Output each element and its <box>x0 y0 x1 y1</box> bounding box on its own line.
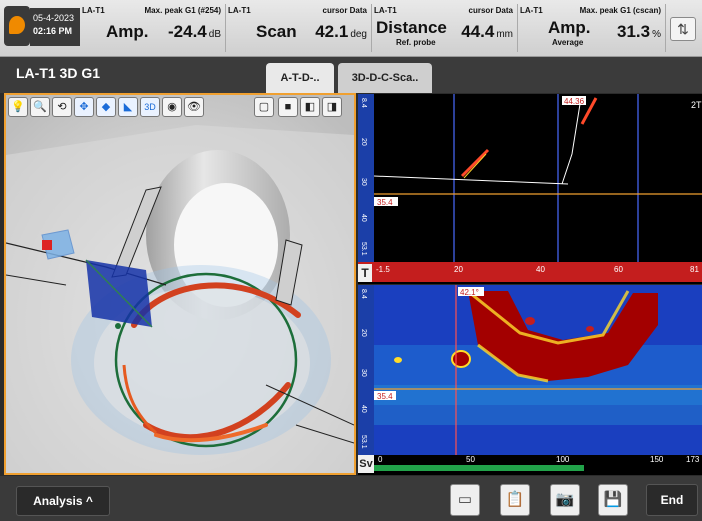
bscan-mode-letter[interactable]: T <box>358 264 372 282</box>
reading-label: Distance <box>376 18 447 37</box>
cscan-tick: 150 <box>650 455 664 464</box>
bscan-tick: -1.5 <box>376 265 390 274</box>
reading-value-wrap: 42.1 deg <box>315 22 367 42</box>
save-icon: 💾 <box>603 491 623 508</box>
measurement-bar: 05-4-2023 02:16 PM LA-T1 Max. peak G1 (#… <box>0 0 702 57</box>
bscan-ytick: 30 <box>360 178 367 186</box>
tab-atd[interactable]: A-T-D-.. <box>266 63 334 93</box>
reading-scan[interactable]: LA-T1 cursor Data Scan 42.1 deg <box>226 4 372 52</box>
cscan-tick: 100 <box>556 455 570 464</box>
reading-unit: mm <box>496 29 513 40</box>
bscan-ytick: 53.1 <box>360 242 367 256</box>
tab-3d-cscan[interactable]: 3D-D-C-Sca.. <box>338 63 432 93</box>
cscan-ytick: 20 <box>360 329 367 337</box>
date-text: 05-4-2023 <box>33 13 75 23</box>
reading-value-wrap: 31.3% <box>617 22 661 42</box>
3d-view-panel[interactable]: 💡 🔍 ⟲ ✥ ◆ ◣ 3D ◉ 👁 ▢ ■ ◧ ◨ <box>4 93 356 475</box>
datetime-display: 05-4-2023 02:16 PM <box>30 8 80 46</box>
rotate-icon[interactable]: ⟲ <box>52 97 72 117</box>
screenshot-button[interactable]: 📷 <box>550 484 580 516</box>
reading-unit: % <box>652 29 661 40</box>
reading-value: 31.3 <box>617 22 651 41</box>
light-icon[interactable]: 💡 <box>8 97 28 117</box>
eye-icon[interactable]: 👁 <box>184 97 204 117</box>
bscan-ref-label: 35.4 <box>377 198 393 207</box>
bscan-tick: 40 <box>536 265 545 274</box>
save-button[interactable]: 💾 <box>598 484 628 516</box>
swap-arrows-icon: ⇅ <box>677 21 689 37</box>
reading-label: Amp. <box>548 18 591 37</box>
clipboard-icon: 📋 <box>505 491 525 508</box>
cscan-view[interactable] <box>358 285 702 475</box>
wireframe-cube-icon[interactable]: ▢ <box>254 97 274 117</box>
solid-cube-icon[interactable]: ■ <box>278 97 298 117</box>
layout-icon: ▭ <box>457 491 473 508</box>
cscan-tick: 50 <box>466 455 475 464</box>
reading-amp-peak[interactable]: LA-T1 Max. peak G1 (#254) Amp. -24.4 dB <box>80 4 226 52</box>
reading-value: -24.4 <box>168 22 207 41</box>
bscan-panel[interactable]: 35.4 44.36 2T T -1.5 20 40 60 81 8.4 20 … <box>358 94 702 284</box>
cscan-ytick: 40 <box>360 405 367 413</box>
cscan-tick: 0 <box>378 455 383 464</box>
reading-source: LA-T1 <box>82 6 105 15</box>
reading-label: Scan <box>256 22 297 41</box>
reading-header: cursor Data <box>468 6 513 15</box>
bscan-ytick: 40 <box>360 214 367 222</box>
reading-label: Amp. <box>106 22 149 41</box>
bscan-tick: 20 <box>454 265 463 274</box>
reading-source: LA-T1 <box>228 6 251 15</box>
layout-button[interactable]: ▭ <box>450 484 480 516</box>
reading-value-wrap: -24.4 dB <box>168 22 221 42</box>
cscan-ytick: 53.1 <box>360 435 367 449</box>
reading-sub: Ref. probe <box>396 38 436 47</box>
bscan-ytick: 20 <box>360 138 367 146</box>
time-text: 02:16 PM <box>33 26 73 36</box>
title-bar: LA-T1 3D G1 A-T-D-.. 3D-D-C-Sca.. <box>0 57 702 93</box>
camera-icon: 📷 <box>555 491 575 508</box>
cscan-ytick: 30 <box>360 369 367 377</box>
cscan-mode-letter[interactable]: Sv <box>358 455 374 473</box>
3d-scene[interactable] <box>6 95 354 473</box>
reading-unit: deg <box>350 29 367 40</box>
cscan-ytick: 8.4 <box>360 289 367 299</box>
cscan-cursor-label: 42.1° <box>460 288 479 297</box>
bscan-view[interactable] <box>358 94 702 284</box>
reading-value: 42.1 <box>315 22 349 41</box>
beam-icon[interactable]: ◣ <box>118 97 138 117</box>
bottom-bar: Analysis ^ ▭ 📋 📷 💾 End <box>0 476 702 521</box>
swap-readings-button[interactable]: ⇅ <box>670 17 696 41</box>
reading-header: cursor Data <box>322 6 367 15</box>
bscan-ytick: 8.4 <box>360 98 367 108</box>
bscan-tick: 81 <box>690 265 699 274</box>
bscan-cursor-label: 44.36 <box>564 97 585 106</box>
page-title: LA-T1 3D G1 <box>16 65 101 81</box>
reading-value: 44.4 <box>461 22 495 41</box>
reading-source: LA-T1 <box>520 6 543 15</box>
cscan-ref-label: 35.4 <box>377 392 393 401</box>
cube-side-icon[interactable]: ◧ <box>300 97 320 117</box>
app-logo[interactable] <box>4 6 30 46</box>
end-button[interactable]: End <box>646 484 698 516</box>
reading-unit: dB <box>208 29 221 40</box>
bscan-corner-label: 2T <box>691 100 702 110</box>
reading-header: Max. peak G1 (cscan) <box>579 6 661 15</box>
3d-mode-icon[interactable]: 3D <box>140 97 160 117</box>
reading-header: Max. peak G1 (#254) <box>144 6 221 15</box>
palette-icon[interactable]: ◉ <box>162 97 182 117</box>
zoom-icon[interactable]: 🔍 <box>30 97 50 117</box>
report-button[interactable]: 📋 <box>500 484 530 516</box>
probe-icon[interactable]: ◆ <box>96 97 116 117</box>
reading-distance[interactable]: LA-T1 cursor Data Distance Ref. probe 44… <box>372 4 518 52</box>
cube-front-icon[interactable]: ◨ <box>322 97 342 117</box>
reading-value-wrap: 44.4 mm <box>461 22 513 42</box>
reading-source: LA-T1 <box>374 6 397 15</box>
cscan-tick: 173 <box>686 455 700 464</box>
reading-amp-average[interactable]: LA-T1 Max. peak G1 (cscan) Amp. Average … <box>518 4 666 52</box>
bscan-tick: 60 <box>614 265 623 274</box>
cscan-panel[interactable]: 35.4 42.1° Sv 0 50 100 150 173 8.4 20 30… <box>358 285 702 475</box>
reading-sub: Average <box>552 38 584 47</box>
logo-icon <box>9 16 25 34</box>
pan-icon[interactable]: ✥ <box>74 97 94 117</box>
analysis-button[interactable]: Analysis ^ <box>16 486 110 516</box>
